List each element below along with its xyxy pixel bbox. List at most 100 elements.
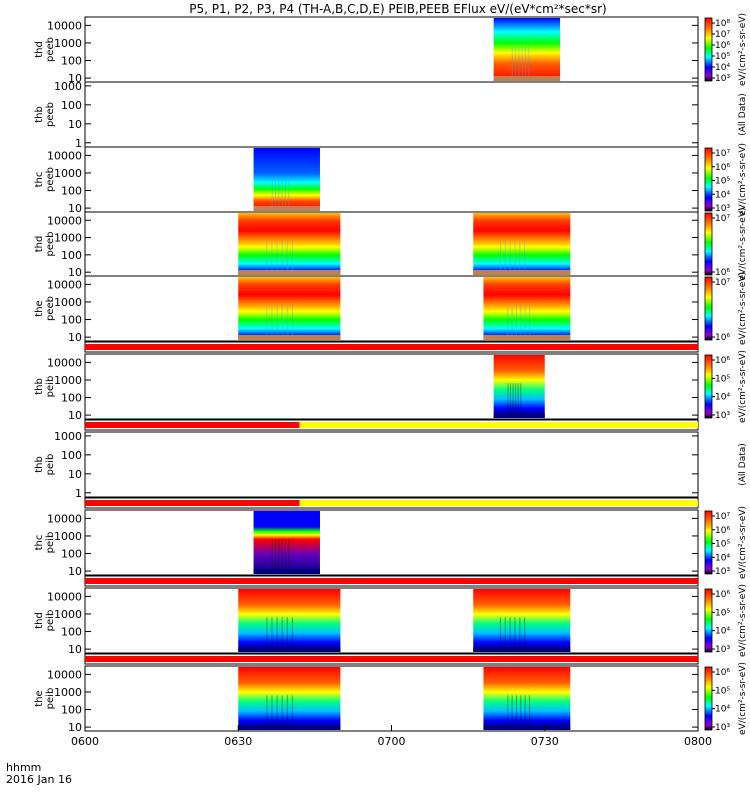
y-tick-label: 100 — [61, 626, 82, 639]
x-tick-label: 0700 — [378, 735, 406, 748]
data-block-base — [493, 76, 561, 81]
status-bar — [84, 419, 699, 431]
y-tick-label: 100 — [61, 99, 82, 112]
data-block — [238, 667, 341, 730]
colorbar-label: eV/(cm²-s-sr-eV) — [738, 506, 748, 579]
colorbar-tick-label: 10⁵ — [715, 177, 730, 187]
y-tick-label: 10 — [68, 643, 82, 656]
y-tick-label: 100 — [61, 548, 82, 561]
colorbar-label: (All Data) — [738, 93, 748, 136]
panel-9: 10 100 1000 10000 thdpeib 10³ 10⁴ 10⁵ 10⁶ eV/(cm²… — [34, 584, 748, 657]
data-block-base — [493, 413, 545, 418]
panel-label: thepeeb — [34, 296, 56, 321]
colorbar-label: eV/(cm²-s-sr-eV) — [738, 584, 748, 657]
panel-label: thepeib — [34, 688, 56, 710]
panel-label: thbpeib — [34, 376, 56, 398]
colorbar-tick-label: 10³ — [715, 567, 730, 577]
status-bars-group — [84, 341, 699, 665]
y-tick-label: 1000 — [54, 608, 82, 621]
y-tick-label: 1 — [75, 137, 82, 150]
y-tick-label: 100 — [61, 449, 82, 462]
data-block-base — [253, 569, 320, 574]
colorbar-tick-label: 10⁶ — [715, 333, 730, 343]
colorbar-label: eV/(cm²-s-sr-eV) — [738, 207, 748, 280]
panel-label: thcpeeb — [34, 167, 56, 192]
y-tick-label: 1000 — [54, 530, 82, 543]
y-tick-label: 1000 — [54, 430, 82, 443]
panel-label: thdpeeb — [34, 232, 56, 257]
y-tick-label: 10000 — [47, 668, 82, 681]
panel-label: thbpeeb — [34, 102, 56, 127]
colorbar-tick-label: 10⁴ — [715, 627, 730, 637]
colorbar-tick-label: 10⁴ — [715, 393, 730, 403]
colorbar-tick-label: 10⁷ — [715, 30, 730, 40]
data-block-base — [473, 270, 571, 275]
y-tick-label: 10 — [68, 202, 82, 215]
y-tick-label: 10000 — [47, 512, 82, 525]
y-tick-label: 10 — [68, 468, 82, 481]
data-block-base — [483, 335, 571, 340]
x-tick-label: 0730 — [531, 735, 559, 748]
colorbar-tick-label: 10⁵ — [715, 608, 730, 618]
status-bar — [84, 497, 699, 509]
y-tick-label: 1000 — [54, 374, 82, 387]
y-tick-label: 1000 — [54, 232, 82, 245]
y-tick-label: 100 — [61, 314, 82, 327]
colorbar-label: eV/(cm²-s-sr-eV) — [738, 662, 748, 735]
data-block-base — [238, 647, 341, 652]
panel-frame — [84, 211, 699, 277]
status-bar-segment — [85, 422, 300, 428]
y-tick-label: 1 — [75, 487, 82, 500]
colorbar-label: eV/(cm²-s-sr-eV) — [738, 143, 748, 216]
colorbar-tick-label: 10⁷ — [715, 149, 730, 159]
y-tick-label: 10000 — [47, 214, 82, 227]
data-block — [253, 148, 320, 211]
status-bar — [84, 575, 699, 587]
y-tick-label: 100 — [61, 249, 82, 262]
colorbar-tick-label: 10³ — [715, 204, 730, 214]
panel-3: 10 100 1000 10000 thcpeeb 10³ 10⁴ 10⁵ 10⁶ 10⁷ eV/(… — [34, 143, 748, 216]
panel-6: 10 100 1000 10000 thbpeib 10³ 10⁴ 10⁵ 10⁶ eV/(cm²… — [34, 350, 748, 423]
data-block-base — [238, 270, 341, 275]
status-bar — [84, 341, 699, 353]
panel-frame — [84, 146, 699, 213]
colorbar-tick-label: 10⁶ — [715, 41, 730, 51]
status-bar-segment — [85, 578, 698, 584]
data-block-base — [483, 725, 571, 730]
colorbar-tick-label: 10⁶ — [715, 668, 730, 678]
data-block-base — [253, 206, 320, 211]
panel-10: 10 100 1000 10000 thepeib 10³ 10⁴ 10⁵ 10⁶ eV/(cm²… — [34, 662, 748, 735]
colorbar-tick-label: 10⁷ — [715, 278, 730, 288]
y-tick-label: 10 — [68, 721, 82, 734]
colorbar — [704, 588, 713, 653]
colorbar-tick-label: 10⁶ — [715, 590, 730, 600]
data-block-base — [238, 335, 341, 340]
data-block — [238, 277, 341, 340]
panel-label: thcpeib — [34, 532, 56, 554]
colorbar — [704, 666, 713, 731]
colorbar-tick-label: 10⁴ — [715, 63, 730, 73]
y-tick-label: 1000 — [54, 686, 82, 699]
data-block-base — [238, 725, 341, 730]
y-tick-label: 100 — [61, 392, 82, 405]
colorbar-label: (All Data) — [738, 443, 748, 486]
data-block — [493, 355, 545, 418]
panel-frame — [84, 353, 699, 420]
colorbar-tick-label: 10⁷ — [715, 214, 730, 224]
data-block — [483, 667, 571, 730]
chart-title: P5, P1, P2, P3, P4 (TH-A,B,C,D,E) PEIB,P… — [189, 2, 606, 16]
y-tick-label: 10 — [68, 565, 82, 578]
y-tick-label: 10 — [68, 72, 82, 85]
data-block — [473, 213, 571, 275]
y-tick-label: 100 — [61, 704, 82, 717]
panel-4: 10 100 1000 10000 thdpeeb 10⁶ 10⁷ eV/(cm²-s-sr-… — [34, 207, 748, 280]
colorbar — [704, 147, 713, 212]
colorbar-tick-label: 10³ — [715, 645, 730, 655]
colorbar-tick-label: 10⁴ — [715, 190, 730, 200]
colorbar — [704, 510, 713, 575]
colorbar-tick-label: 10⁵ — [715, 52, 730, 62]
panel-2: 1 10 100 1000 thbpeeb (All Data) — [34, 80, 748, 150]
panel-8: 10 100 1000 10000 thcpeib 10³ 10⁴ 10⁵ 10⁶ 10⁷ eV/(… — [34, 506, 748, 579]
